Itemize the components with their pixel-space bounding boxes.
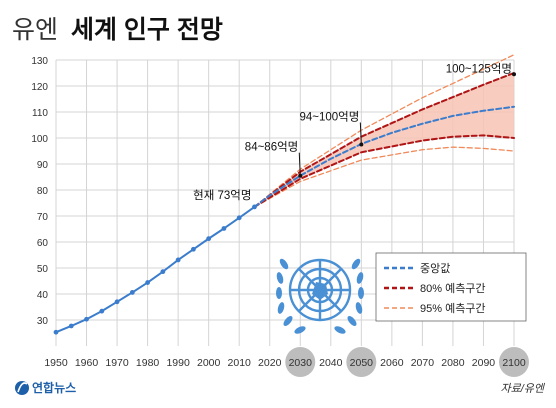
yonhap-logo-text: 연합뉴스 [32, 380, 76, 395]
x-tick-label: 2080 [441, 357, 465, 369]
x-tick-label: 2070 [411, 357, 435, 369]
legend-label-pi95: 95% 예측구간 [420, 302, 486, 315]
legend-label-median: 중앙값 [420, 262, 450, 275]
annotation-marker [512, 72, 516, 77]
x-tick-label: 2040 [319, 357, 343, 369]
x-tick-label: 1950 [44, 357, 68, 369]
x-tick-label: 2050 [350, 357, 374, 369]
data-point-historical [114, 299, 120, 305]
y-tick-label: 120 [31, 82, 48, 93]
y-tick-label: 90 [37, 160, 49, 171]
annotations: 현재 73억명 84~86억명 94~100억명 100~125억명 [193, 62, 516, 202]
annotation-marker [359, 142, 364, 147]
x-tick-label: 2020 [258, 357, 282, 369]
un-emblem [276, 258, 364, 334]
series-layer [53, 54, 515, 335]
y-tick-label: 30 [37, 316, 49, 327]
data-point-historical [252, 204, 257, 210]
y-tick-label: 80 [37, 186, 49, 197]
x-tick-label: 1980 [136, 357, 160, 369]
x-tick-highlight-2030 [285, 347, 316, 377]
prediction-band [254, 73, 514, 207]
x-tick-label: 2010 [228, 357, 252, 369]
page-title: 유엔 세계 인구 전망 [12, 16, 223, 44]
series-line-pi80-lower [253, 134, 515, 208]
data-point-historical [99, 308, 105, 314]
y-tick-label: 110 [32, 108, 48, 119]
x-tick-label: 2090 [472, 357, 496, 369]
data-point-historical [160, 269, 166, 275]
x-tick-label: 1990 [166, 357, 190, 369]
data-point-historical [53, 329, 59, 335]
data-point-historical [84, 316, 89, 322]
y-tick-label: 40 [37, 290, 49, 301]
x-tick-label: 2000 [197, 357, 221, 369]
x-axis: 1950 1960 1970 1980 1990 2000 2010 2020 2030 2040… [44, 357, 526, 369]
annotation-label: 94~100억명 [299, 111, 359, 124]
annotation-label: 현재 73억명 [193, 189, 251, 202]
x-tick-highlight-2050 [346, 347, 377, 377]
x-tick-highlight-2100 [499, 347, 529, 377]
data-point-historical [191, 246, 196, 252]
x-tick-label: 2060 [380, 357, 404, 369]
annotation-leader [359, 122, 362, 145]
x-tick-label: 2100 [502, 357, 526, 369]
data-point-historical [236, 215, 242, 221]
x-tick-label: 1960 [75, 357, 99, 369]
y-tick-label: 70 [37, 212, 49, 223]
y-tick-label: 100 [31, 134, 48, 145]
page-title-light: 유엔 [12, 16, 58, 44]
data-point-historical [129, 290, 135, 295]
data-point-historical [68, 323, 74, 329]
y-tick-label: 50 [37, 264, 49, 275]
source-credit: 자료/유엔 [500, 382, 545, 395]
series-line-median [253, 105, 515, 208]
annotation-label: 84~86억명 [245, 141, 298, 154]
series-line-pi95-upper [253, 54, 515, 208]
y-tick-label: 60 [37, 238, 49, 249]
data-point-historical [221, 226, 227, 231]
series-line-pi80-upper [253, 72, 515, 208]
y-tick-label: 130 [31, 56, 48, 67]
yonhap-logo: 연합뉴스 [15, 380, 76, 395]
page-title-bold: 세계 인구 전망 [71, 16, 223, 44]
series-line-historical [55, 205, 256, 334]
legend: 중앙값 80% 예측구간 95% 예측구간 [375, 252, 527, 322]
x-tick-label: 2030 [289, 357, 313, 369]
data-point-historical [145, 280, 151, 285]
annotation-leader [298, 152, 301, 176]
y-axis: 30 40 50 60 70 80 90 100 110 120 130 [31, 56, 48, 327]
series-line-pi95-lower [253, 146, 515, 208]
data-point-historical [206, 236, 212, 242]
x-axis-highlights [285, 347, 529, 377]
annotation-label: 100~125억명 [446, 62, 512, 75]
data-point-historical [175, 257, 181, 263]
annotation-marker [298, 173, 303, 178]
x-tick-label: 1970 [105, 357, 129, 369]
legend-label-pi80: 80% 예측구간 [420, 282, 486, 295]
